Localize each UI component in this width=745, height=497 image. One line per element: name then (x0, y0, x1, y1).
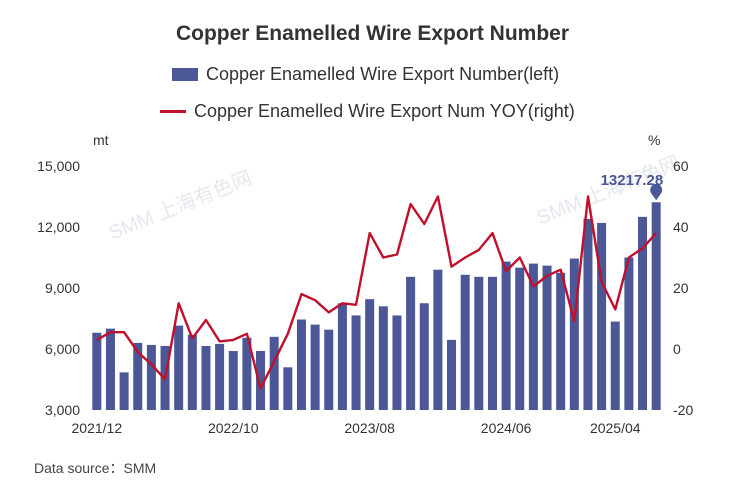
bar (119, 372, 129, 410)
bar (610, 321, 620, 410)
right-tick-label: 60 (673, 158, 689, 174)
right-axis-unit: % (648, 132, 660, 148)
bar (638, 216, 648, 410)
x-tick-label: 2021/12 (72, 420, 123, 436)
bar (201, 345, 211, 410)
bar (460, 274, 470, 410)
bar (187, 334, 197, 410)
bar (215, 343, 225, 410)
watermark-text: SMM 上海有色网 (105, 166, 255, 244)
bar (242, 337, 252, 410)
bar (310, 324, 320, 410)
bar (378, 306, 388, 410)
left-tick-label: 15,000 (37, 158, 80, 174)
left-tick-label: 6,000 (45, 341, 80, 357)
bar (556, 272, 566, 410)
bar (583, 218, 593, 410)
right-tick-label: -20 (673, 402, 693, 418)
legend-label-bars: Copper Enamelled Wire Export Number(left… (206, 64, 560, 84)
bar (146, 344, 156, 410)
legend-swatch-bar (172, 68, 198, 81)
bar (651, 202, 661, 410)
x-tick-label: 2025/04 (590, 420, 641, 436)
yoy-line (96, 195, 658, 390)
bar (365, 299, 375, 410)
left-tick-label: 9,000 (45, 280, 80, 296)
bar (296, 319, 306, 410)
bar (433, 269, 443, 410)
bar (501, 261, 511, 410)
x-tick-label: 2023/08 (344, 420, 395, 436)
right-tick-label: 0 (673, 341, 681, 357)
bar (228, 351, 238, 410)
bar (447, 339, 457, 410)
bar (597, 222, 607, 410)
x-tick-label: 2022/10 (208, 420, 259, 436)
bar (92, 332, 102, 410)
right-tick-label: 40 (673, 219, 689, 235)
left-tick-label: 12,000 (37, 219, 80, 235)
left-tick-label: 3,000 (45, 402, 80, 418)
bar (269, 336, 279, 410)
bar (256, 351, 266, 410)
bar (487, 276, 497, 410)
x-tick-label: 2024/06 (481, 420, 532, 436)
bar (351, 315, 361, 410)
bar (406, 276, 416, 410)
bar (337, 303, 347, 410)
bar (419, 303, 429, 410)
right-tick-label: 20 (673, 280, 689, 296)
bar (174, 325, 184, 410)
chart-title: Copper Enamelled Wire Export Number (175, 22, 570, 45)
legend-item-line[interactable]: Copper Enamelled Wire Export Num YOY(rig… (160, 101, 575, 122)
bar (542, 265, 552, 410)
bar (105, 328, 115, 410)
legend-item-bars[interactable]: Copper Enamelled Wire Export Number(left… (172, 64, 559, 85)
bar (569, 258, 579, 410)
bar (474, 276, 484, 410)
bar (392, 315, 402, 410)
data-source: Data source：SMM (34, 460, 157, 476)
bar (515, 267, 525, 410)
bar (283, 367, 293, 410)
left-axis-unit: mt (93, 132, 109, 148)
legend-label-line: Copper Enamelled Wire Export Num YOY(rig… (194, 101, 575, 121)
bar (324, 329, 334, 410)
annotation-label: 13217.28 (601, 172, 664, 189)
bar (528, 263, 538, 410)
bar (624, 257, 634, 410)
annotation-marker (650, 183, 663, 201)
bar (133, 342, 143, 410)
legend-swatch-line (160, 110, 186, 113)
